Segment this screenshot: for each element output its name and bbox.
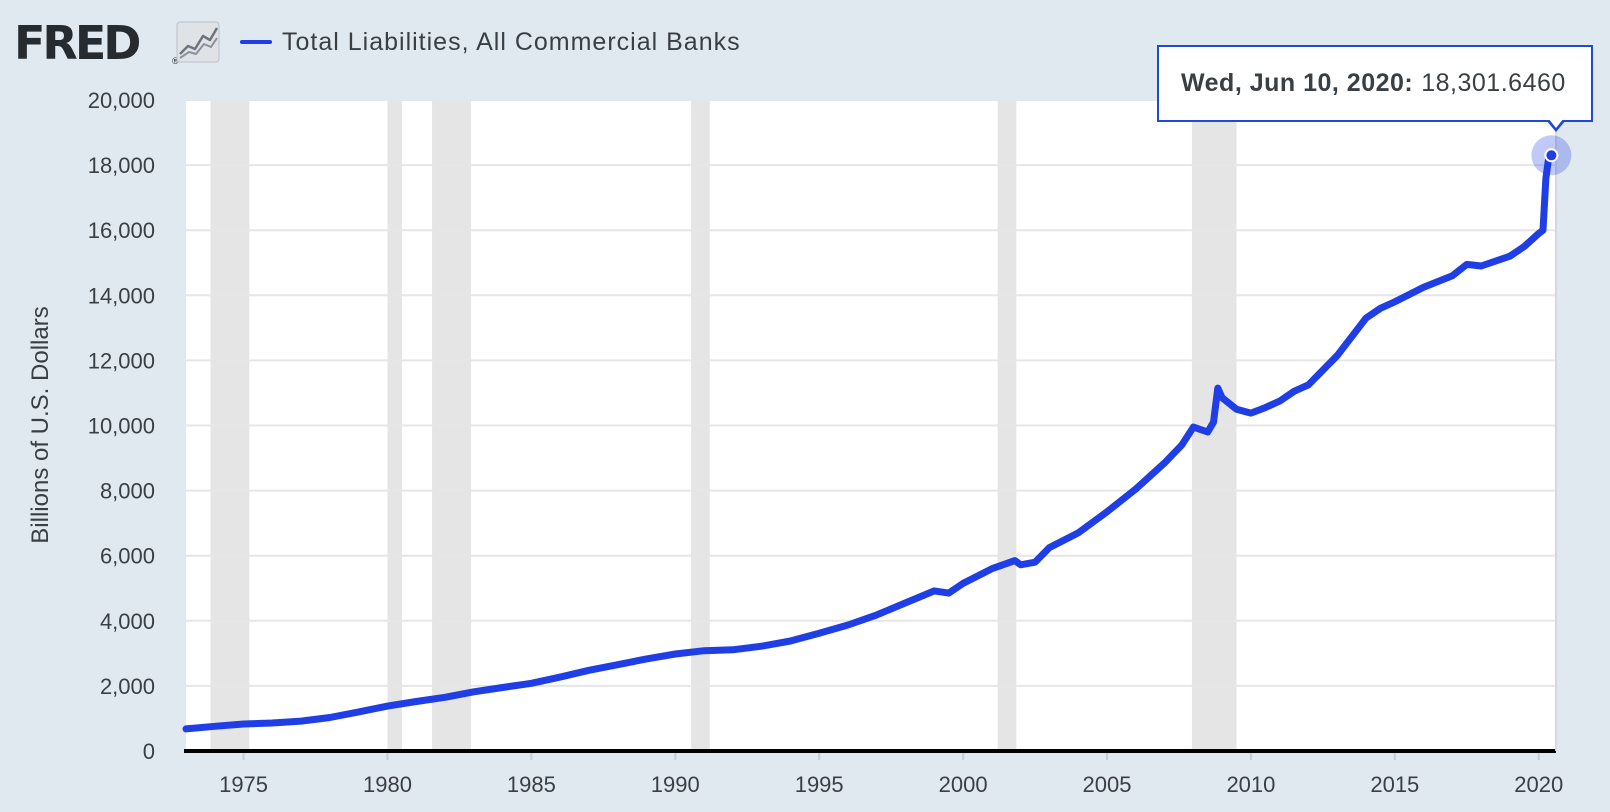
x-tick-label: 1985 (507, 772, 556, 797)
x-tick-label: 2015 (1370, 772, 1419, 797)
y-axis: 0 2,000 4,000 6,000 8,000 10,000 12,000 14,000 1… (88, 88, 155, 764)
series-group (182, 151, 1555, 733)
y-tick-label: 12,000 (88, 348, 155, 373)
fred-logo[interactable]: FRED (14, 16, 141, 70)
x-axis: 1975 1980 1985 1990 1995 2000 2005 2010 2015 2020 (184, 100, 1563, 797)
y-tick-label: 10,000 (88, 414, 155, 439)
y-tick-label: 18,000 (88, 153, 155, 178)
y-tick-label: 0 (143, 739, 155, 764)
fred-graph-icon (176, 21, 220, 63)
y-tick-label: 14,000 (88, 283, 155, 308)
gridlines (186, 99, 1556, 687)
hover-point (1544, 148, 1559, 163)
tooltip-value: 18,301.6460 (1421, 69, 1566, 97)
y-tick-label: 8,000 (100, 479, 155, 504)
x-tick-label: 2020 (1514, 772, 1563, 797)
tooltip-pointer-fill (1548, 118, 1564, 128)
legend-label: Total Liabilities, All Commercial Banks (282, 27, 741, 56)
data-tooltip: Wed, Jun 10, 2020: 18,301.6460 (1157, 45, 1593, 122)
legend-swatch (240, 40, 272, 44)
chart-header: FRED ® Total Liabilities, All Commercial… (14, 12, 1114, 72)
x-tick-label: 1975 (219, 772, 268, 797)
registered-mark: ® (172, 56, 179, 66)
x-tick-label: 2000 (939, 772, 988, 797)
x-tick-label: 1980 (363, 772, 412, 797)
y-axis-label: Billions of U.S. Dollars (27, 306, 54, 543)
x-tick-label: 2010 (1226, 772, 1275, 797)
x-tick-label: 1990 (651, 772, 700, 797)
chart-legend[interactable]: Total Liabilities, All Commercial Banks (240, 22, 741, 62)
tooltip-date: Wed, Jun 10, 2020: (1181, 69, 1414, 97)
y-tick-label: 2,000 (100, 674, 155, 699)
y-tick-label: 6,000 (100, 544, 155, 569)
hover-highlight (1531, 135, 1572, 176)
y-tick-label: 20,000 (88, 88, 155, 113)
series-line (182, 151, 1555, 733)
y-tick-label: 4,000 (100, 609, 155, 634)
x-tick-label: 2005 (1083, 772, 1132, 797)
x-tick-label: 1995 (795, 772, 844, 797)
y-tick-label: 16,000 (88, 218, 155, 243)
